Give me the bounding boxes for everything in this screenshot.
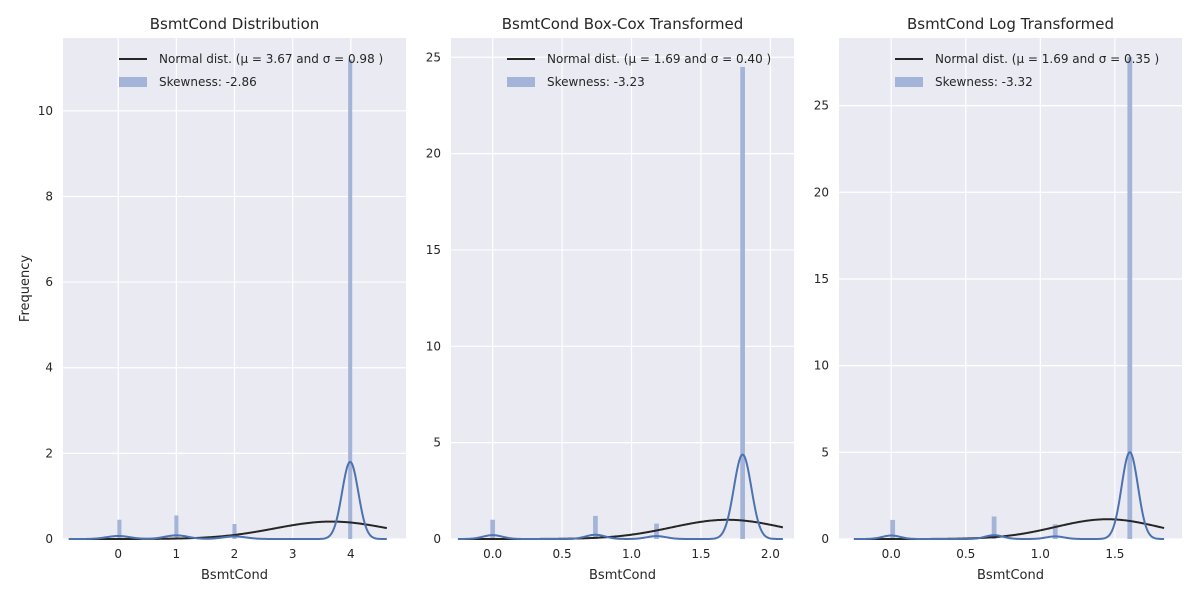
y-tick-label: 20 xyxy=(426,147,441,161)
x-tick-label: 1 xyxy=(173,547,181,561)
histogram-bar xyxy=(593,515,598,539)
subplot-1: 0 1 2 3 4 0 2 4 6 8 10 BsmtCond Distribution BsmtCon… xyxy=(18,15,406,583)
legend: Normal dist. (μ = 3.67 and σ = 0.98 ) Ske… xyxy=(119,52,383,89)
subplot-2: 0.0 0.5 1.0 1.5 2.0 0 5 10 15 20 25 BsmtCond Box-Co… xyxy=(426,15,794,583)
chart-title: BsmtCond Distribution xyxy=(150,15,320,33)
legend: Normal dist. (μ = 1.69 and σ = 0.40 ) Ske… xyxy=(507,52,771,89)
legend-skewness-label: Skewness: -3.23 xyxy=(547,75,645,89)
x-tick-label: 0.5 xyxy=(553,547,572,561)
x-tick-label: 0.5 xyxy=(956,547,975,561)
y-tick-label: 2 xyxy=(45,446,53,460)
histogram-bars xyxy=(890,57,1133,539)
histogram-bar xyxy=(490,519,496,539)
x-tick-label: 1.5 xyxy=(691,547,710,561)
kde-curve xyxy=(853,451,1165,540)
x-tick-label: 1.5 xyxy=(1105,547,1124,561)
y-tick-label: 6 xyxy=(45,275,53,289)
y-tick-label: 25 xyxy=(814,99,829,113)
x-tick-label: 0.0 xyxy=(483,547,502,561)
histogram-bar xyxy=(1052,524,1058,539)
kde-curve xyxy=(68,460,387,540)
normal-dist-curve xyxy=(68,520,387,540)
y-tick-label: 4 xyxy=(45,361,53,375)
x-tick-label: 0 xyxy=(114,547,122,561)
y-tick-label: 15 xyxy=(426,243,441,257)
chart-title: BsmtCond Box-Cox Transformed xyxy=(502,15,744,33)
y-tick-label: 0 xyxy=(45,532,53,546)
x-tick-label: 2 xyxy=(231,547,239,561)
legend-bar-swatch xyxy=(895,77,923,87)
legend-normal-label: Normal dist. (μ = 1.69 and σ = 0.35 ) xyxy=(935,52,1159,66)
y-tick-label: 10 xyxy=(426,339,441,353)
y-tick-label: 10 xyxy=(38,104,53,118)
legend-bar-swatch xyxy=(119,77,147,87)
y-tick-label: 5 xyxy=(433,436,441,450)
kde-curve xyxy=(457,453,783,540)
histogram-bar xyxy=(740,66,745,540)
histogram-bar xyxy=(117,519,122,539)
chart-title: BsmtCond Log Transformed xyxy=(907,15,1114,33)
y-tick-label: 0 xyxy=(433,532,441,546)
plot-area xyxy=(839,38,1182,539)
legend-skewness-label: Skewness: -2.86 xyxy=(159,75,257,89)
histogram-bar xyxy=(348,59,353,540)
legend-normal-label: Normal dist. (μ = 3.67 and σ = 0.98 ) xyxy=(159,52,383,66)
x-tick-label: 1.0 xyxy=(1031,547,1050,561)
histogram-bar xyxy=(890,519,896,539)
x-axis-label: BsmtCond xyxy=(589,568,656,583)
y-axis-label: Frequency xyxy=(18,255,33,322)
legend: Normal dist. (μ = 1.69 and σ = 0.35 ) Ske… xyxy=(895,52,1159,89)
subplot-3: 0.0 0.5 1.0 1.5 0 5 10 15 20 25 BsmtCond Log Trans… xyxy=(814,15,1182,583)
histogram-bar xyxy=(174,515,179,539)
y-tick-label: 0 xyxy=(821,532,829,546)
x-tick-label: 0.0 xyxy=(882,547,901,561)
y-tick-label: 20 xyxy=(814,185,829,199)
histogram-bar xyxy=(232,524,237,539)
histogram-bar xyxy=(1127,57,1133,539)
x-tick-label: 2.0 xyxy=(761,547,780,561)
legend-bar-swatch xyxy=(507,77,535,87)
y-tick-label: 8 xyxy=(45,189,53,203)
histogram-bar xyxy=(991,516,997,539)
y-tick-label: 25 xyxy=(426,50,441,64)
legend-normal-label: Normal dist. (μ = 1.69 and σ = 0.40 ) xyxy=(547,52,771,66)
y-tick-label: 15 xyxy=(814,272,829,286)
plot-area xyxy=(451,38,794,539)
x-axis-label: BsmtCond xyxy=(977,568,1044,583)
legend-skewness-label: Skewness: -3.32 xyxy=(935,75,1033,89)
x-axis-label: BsmtCond xyxy=(201,568,268,583)
x-tick-label: 1.0 xyxy=(622,547,641,561)
y-tick-label: 5 xyxy=(821,445,829,459)
x-tick-label: 4 xyxy=(347,547,355,561)
x-tick-label: 3 xyxy=(289,547,297,561)
histogram-bars xyxy=(117,59,353,540)
y-tick-label: 10 xyxy=(814,359,829,373)
